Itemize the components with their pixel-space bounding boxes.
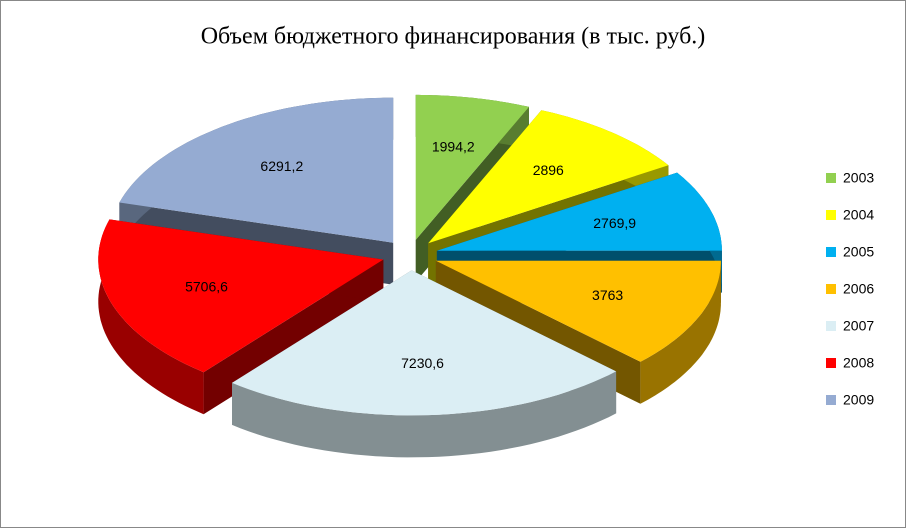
pie-slice	[435, 260, 721, 404]
legend-label: 2004	[843, 207, 874, 223]
slice-top	[428, 110, 669, 244]
legend-swatch	[826, 173, 836, 183]
slice-top	[436, 172, 722, 251]
legend-label: 2006	[843, 281, 874, 297]
data-label: 1994,2	[432, 138, 475, 154]
data-label: 7230,6	[401, 355, 444, 371]
data-label: 5706,6	[185, 278, 228, 294]
legend-swatch	[826, 358, 836, 368]
legend-label: 2003	[843, 170, 874, 186]
legend-label: 2007	[843, 318, 874, 334]
pie-slice	[232, 270, 617, 458]
legend-swatch	[826, 247, 836, 257]
slice-top	[415, 94, 529, 240]
legend-label: 2005	[843, 244, 874, 260]
data-label: 2896	[533, 162, 564, 178]
slice-side	[98, 219, 204, 415]
slice-top	[232, 270, 617, 416]
slice-top	[98, 219, 384, 373]
data-label: 3763	[592, 287, 623, 303]
slice-top	[119, 97, 394, 243]
chart-title: Объем бюджетного финансирования (в тыс. …	[201, 24, 706, 50]
legend-swatch	[826, 395, 836, 405]
data-label: 6291,2	[260, 158, 303, 174]
slice-side	[232, 371, 617, 458]
legend-label: 2008	[843, 355, 874, 371]
legend-swatch	[826, 321, 836, 331]
data-label: 2769,9	[593, 215, 636, 231]
slice-top	[435, 260, 721, 362]
legend-swatch	[826, 284, 836, 294]
slice-side	[640, 260, 721, 404]
legend-label: 2009	[843, 392, 874, 408]
legend-swatch	[826, 210, 836, 220]
